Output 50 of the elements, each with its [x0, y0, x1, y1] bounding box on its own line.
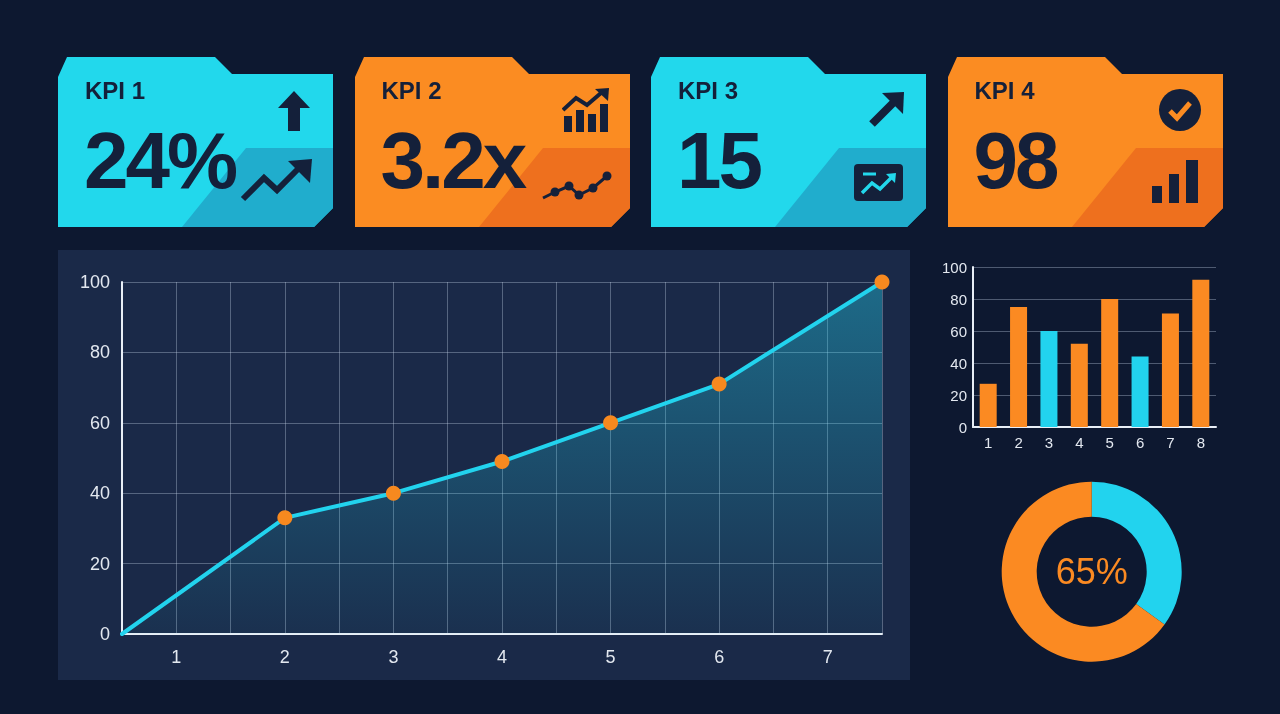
point — [603, 415, 619, 431]
x-tick-label: 7 — [822, 647, 833, 667]
text: KPI 2 — [381, 77, 442, 104]
y-tick-label: 60 — [950, 322, 967, 340]
bar — [1040, 331, 1058, 427]
bar — [1131, 356, 1149, 427]
text: KPI 3 — [678, 77, 739, 104]
y-tick-label: 0 — [958, 418, 967, 436]
y-tick-label: 100 — [941, 258, 967, 276]
text: 24% — [84, 115, 236, 205]
y-tick-label: 60 — [89, 412, 110, 433]
x-tick-label: 3 — [1044, 434, 1054, 451]
bar — [979, 383, 997, 427]
y-tick-label: 0 — [99, 624, 110, 644]
text: 15 — [677, 115, 760, 205]
x-tick-label: 2 — [279, 647, 290, 667]
y-tick-label: 40 — [950, 354, 967, 372]
y-tick-label: 20 — [89, 553, 110, 574]
y-tick-label: 20 — [950, 386, 967, 404]
x-tick-label: 1 — [984, 434, 993, 451]
text: KPI 1 — [85, 77, 146, 104]
bar — [1192, 279, 1210, 427]
x-tick-label: 6 — [1135, 434, 1145, 451]
x-tick-label: 4 — [1075, 434, 1084, 451]
point — [385, 485, 401, 501]
x-tick-label: 5 — [1105, 434, 1114, 451]
point — [277, 510, 293, 526]
point — [494, 454, 510, 470]
point — [711, 376, 727, 392]
x-tick-label: 3 — [388, 647, 399, 667]
x-tick-label: 1 — [171, 647, 182, 667]
bar — [1161, 313, 1179, 427]
bar — [1010, 307, 1028, 427]
y-tick-label: 80 — [89, 342, 110, 363]
y-tick-label: 100 — [79, 272, 110, 292]
bar — [1070, 343, 1088, 427]
y-tick-label: 40 — [89, 483, 110, 504]
y-tick-label: 80 — [950, 290, 967, 308]
point — [874, 274, 890, 290]
text: 98 — [973, 115, 1057, 205]
x-tick-label: 2 — [1014, 434, 1023, 451]
x-tick-label: 7 — [1166, 434, 1175, 451]
text: KPI 4 — [974, 77, 1035, 104]
x-tick-label: 5 — [605, 647, 616, 667]
text: 3.2x — [380, 115, 525, 205]
x-tick-label: 6 — [714, 647, 725, 667]
text: 65% — [1055, 551, 1128, 593]
x-tick-label: 8 — [1196, 434, 1205, 451]
bar — [1101, 299, 1119, 427]
x-tick-label: 4 — [496, 647, 508, 667]
